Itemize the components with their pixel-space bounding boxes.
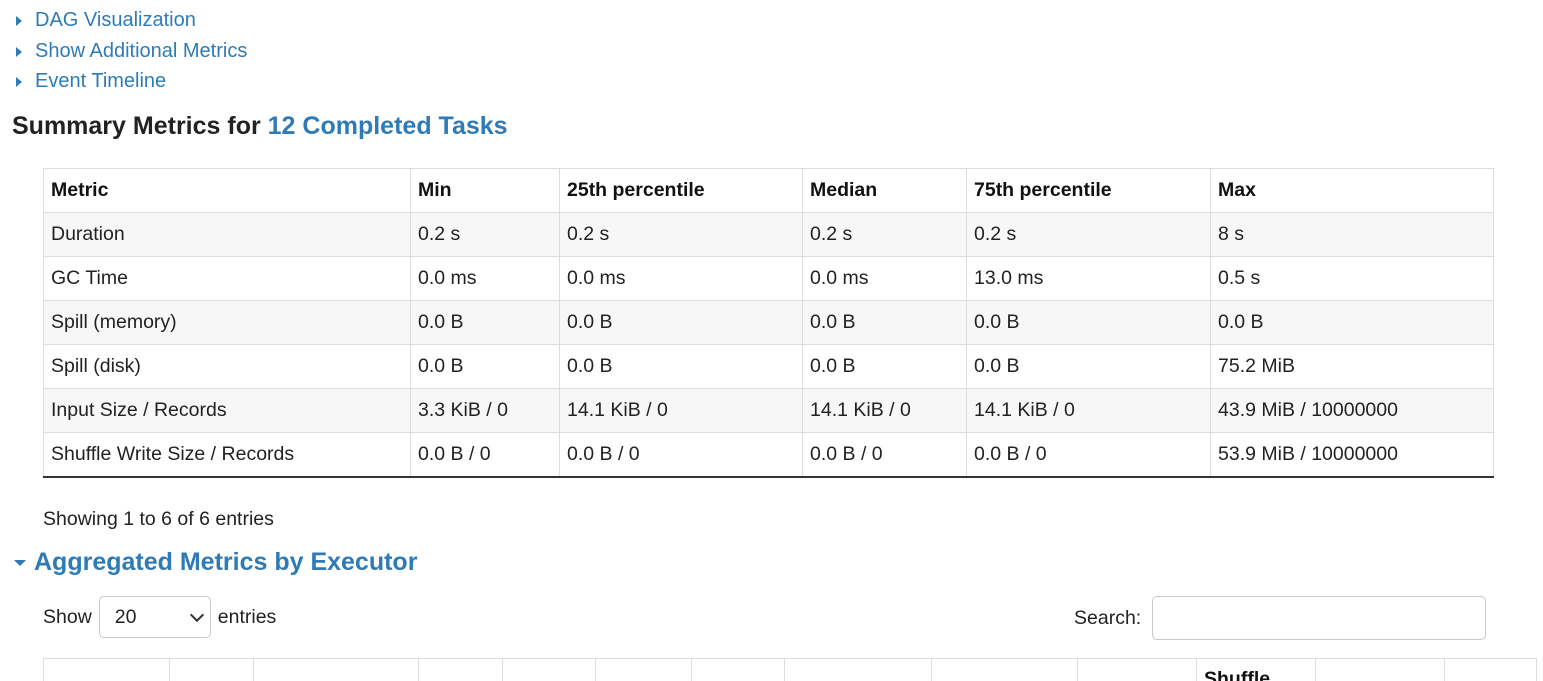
column-header-max[interactable]: Max [1210, 168, 1494, 213]
table-column [1077, 659, 1197, 681]
summary-metrics-table: Metric Min 25th percentile Median 75th p… [43, 168, 1494, 478]
p75-cell: 13.0 ms [966, 256, 1211, 301]
dag-visualization-toggle[interactable]: DAG Visualization [14, 9, 196, 32]
table-row: Input Size / Records 3.3 KiB / 0 14.1 Ki… [43, 388, 1494, 433]
min-cell: 0.2 s [410, 212, 560, 257]
aggregated-metrics-toggle[interactable]: Aggregated Metrics by Executor [14, 548, 417, 577]
column-header-shuffle[interactable]: Shuffle [1204, 668, 1271, 681]
table-column [169, 659, 254, 681]
chevron-down-icon [189, 607, 204, 622]
table-column [418, 659, 503, 681]
max-cell: 75.2 MiB [1210, 344, 1494, 389]
p75-cell: 0.0 B [966, 344, 1211, 389]
executor-metrics-table [43, 658, 1537, 681]
caret-right-icon [16, 76, 22, 87]
max-cell: 43.9 MiB / 10000000 [1210, 388, 1494, 433]
table-row: Spill (disk) 0.0 B 0.0 B 0.0 B 0.0 B 75.… [43, 344, 1494, 389]
search-input[interactable] [1152, 596, 1487, 640]
entries-per-page-select[interactable]: 20 [98, 596, 211, 638]
metric-name-cell: Spill (disk) [43, 344, 411, 389]
table-column [44, 659, 170, 681]
show-additional-metrics-toggle[interactable]: Show Additional Metrics [14, 40, 247, 63]
median-cell: 0.2 s [802, 212, 967, 257]
median-cell: 0.0 B [802, 344, 967, 389]
caret-right-icon [16, 15, 22, 26]
max-cell: 53.9 MiB / 10000000 [1210, 432, 1494, 478]
completed-tasks-link[interactable]: 12 Completed Tasks [267, 112, 508, 140]
search-label: Search: [1074, 606, 1142, 629]
table-column [691, 659, 785, 681]
min-cell: 3.3 KiB / 0 [410, 388, 560, 433]
column-header-min[interactable]: Min [410, 168, 560, 213]
table-header-row: Metric Min 25th percentile Median 75th p… [43, 168, 1494, 213]
table-column [502, 659, 596, 681]
table-column [1196, 659, 1316, 681]
column-header-metric[interactable]: Metric [43, 168, 411, 213]
p25-cell: 0.0 B [559, 344, 803, 389]
metric-name-cell: Input Size / Records [43, 388, 411, 433]
caret-right-icon [16, 46, 22, 57]
table-column [1315, 659, 1445, 681]
column-header-median[interactable]: Median [802, 168, 967, 213]
column-header-25th-percentile[interactable]: 25th percentile [559, 168, 803, 213]
table-row: GC Time 0.0 ms 0.0 ms 0.0 ms 13.0 ms 0.5… [43, 256, 1494, 301]
show-additional-metrics-label: Show Additional Metrics [35, 40, 248, 62]
dag-visualization-label: DAG Visualization [35, 9, 196, 31]
p25-cell: 14.1 KiB / 0 [559, 388, 803, 433]
median-cell: 0.0 ms [802, 256, 967, 301]
min-cell: 0.0 B / 0 [410, 432, 560, 478]
p75-cell: 0.0 B / 0 [966, 432, 1211, 478]
metric-name-cell: Duration [43, 212, 411, 257]
p25-cell: 0.2 s [559, 212, 803, 257]
summary-heading-prefix: Summary Metrics for [12, 112, 261, 140]
event-timeline-label: Event Timeline [35, 70, 167, 92]
column-header-75th-percentile[interactable]: 75th percentile [966, 168, 1211, 213]
max-cell: 8 s [1210, 212, 1494, 257]
table-row: Duration 0.2 s 0.2 s 0.2 s 0.2 s 8 s [43, 212, 1494, 257]
entries-per-page-value: 20 [114, 605, 137, 628]
p25-cell: 0.0 ms [559, 256, 803, 301]
max-cell: 0.5 s [1210, 256, 1494, 301]
p75-cell: 0.0 B [966, 300, 1211, 345]
event-timeline-toggle[interactable]: Event Timeline [14, 70, 166, 93]
table-column [1444, 659, 1537, 681]
max-cell: 0.0 B [1210, 300, 1494, 345]
median-cell: 0.0 B [802, 300, 967, 345]
show-entries-control: Show 20 entries [43, 596, 276, 638]
median-cell: 0.0 B / 0 [802, 432, 967, 478]
metric-name-cell: GC Time [43, 256, 411, 301]
show-label: Show [43, 605, 92, 628]
showing-entries-info: Showing 1 to 6 of 6 entries [43, 508, 274, 530]
table-row: Shuffle Write Size / Records 0.0 B / 0 0… [43, 432, 1494, 478]
p75-cell: 14.1 KiB / 0 [966, 388, 1211, 433]
aggregated-metrics-title: Aggregated Metrics by Executor [34, 548, 418, 576]
table-column [253, 659, 419, 681]
table-row: Spill (memory) 0.0 B 0.0 B 0.0 B 0.0 B 0… [43, 300, 1494, 345]
search-control: Search: [1074, 596, 1487, 640]
table-column [784, 659, 932, 681]
entries-label: entries [217, 605, 277, 628]
min-cell: 0.0 B [410, 344, 560, 389]
median-cell: 14.1 KiB / 0 [802, 388, 967, 433]
p25-cell: 0.0 B / 0 [559, 432, 803, 478]
p25-cell: 0.0 B [559, 300, 803, 345]
metric-name-cell: Shuffle Write Size / Records [43, 432, 411, 478]
caret-down-icon [14, 559, 26, 566]
table-column [931, 659, 1078, 681]
min-cell: 0.0 B [410, 300, 560, 345]
summary-metrics-heading: Summary Metrics for 12 Completed Tasks [12, 112, 508, 141]
metric-name-cell: Spill (memory) [43, 300, 411, 345]
table-column [595, 659, 692, 681]
p75-cell: 0.2 s [966, 212, 1211, 257]
min-cell: 0.0 ms [410, 256, 560, 301]
